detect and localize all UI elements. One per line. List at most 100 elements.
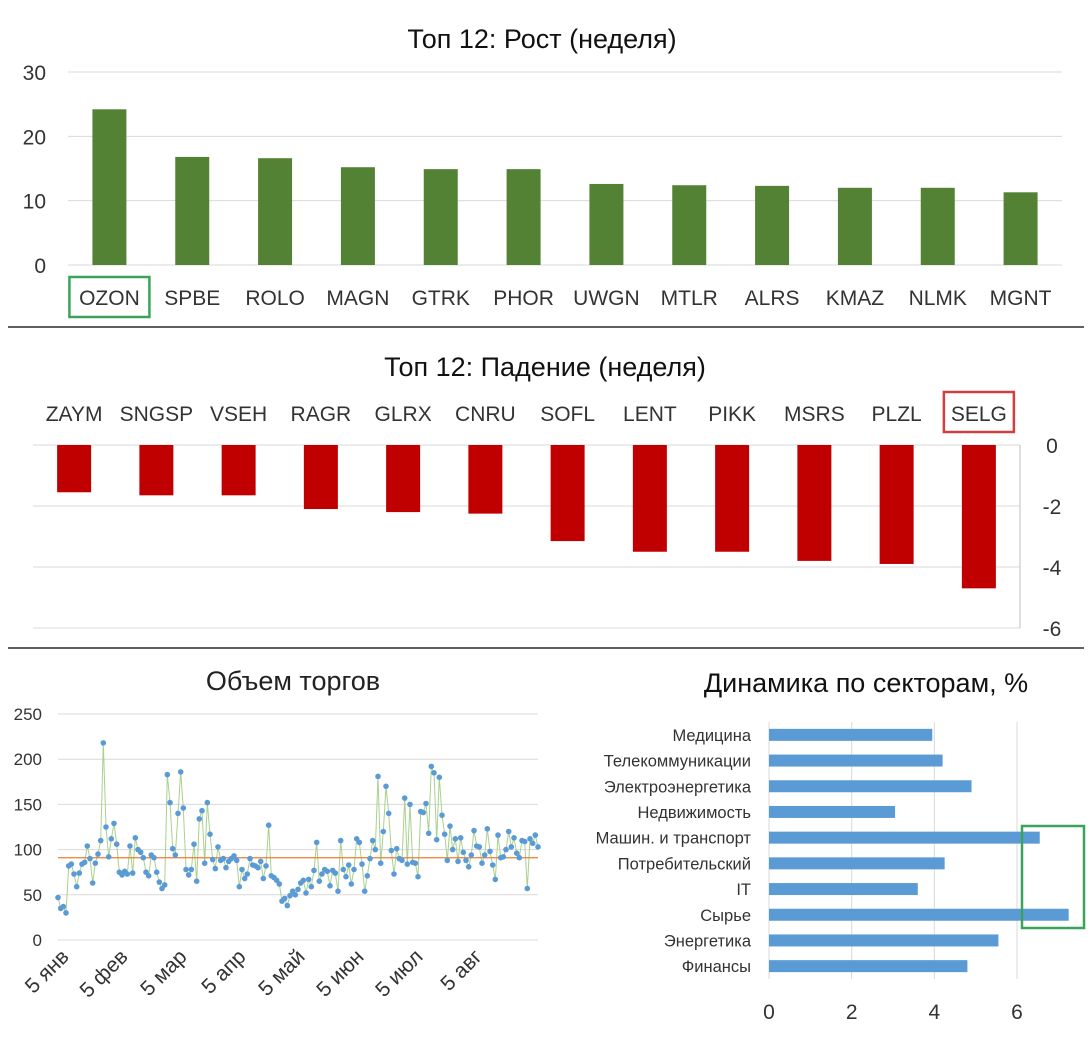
data-point [284,902,291,909]
data-point [335,888,341,894]
data-point [100,740,107,746]
data-point [265,822,272,828]
sector-bar [769,728,933,741]
data-point [287,892,293,899]
data-point [172,852,179,858]
data-point [156,879,163,885]
data-point [183,866,189,873]
data-point [177,769,184,775]
data-point [527,836,533,842]
x-tick-label: RAGR [291,403,352,426]
data-point [465,864,472,870]
data-point [428,763,435,770]
data-point [420,809,427,816]
y-tick-label: Электроэнергетика [604,778,752,796]
data-point [55,894,61,901]
bar-alrs [755,185,790,265]
data-point [303,890,309,896]
data-point [292,892,299,898]
data-point [476,844,483,850]
data-point [452,836,459,842]
data-point [81,859,88,866]
data-point [449,846,456,853]
x-tick-label: 5 мар [136,945,191,1000]
bar-kmaz [837,187,872,265]
x-tick-label: KMAZ [826,287,885,310]
data-point [60,903,67,910]
y-tick-label: -4 [1043,557,1062,580]
data-point [500,854,507,860]
y-tick-label: Медицина [672,727,751,745]
data-point [201,860,208,866]
data-point [209,856,216,863]
data-point [204,799,211,806]
decline-chart: Топ 12: Падение (неделя) 0 -2 -4 -6 ZAYM SNGS… [33,352,1062,641]
data-point [361,888,368,894]
data-point [231,853,237,859]
data-point [257,858,264,865]
data-point [468,852,475,858]
bar-zaym [57,445,92,493]
x-tick-label: 4 [928,1001,940,1024]
y-tick-label: Энергетика [664,932,752,950]
y-tick-label: -2 [1043,496,1062,519]
bar-vseh [221,445,256,496]
sector-bar [769,805,896,818]
data-point [244,871,251,877]
data-point [319,871,325,877]
data-point [151,854,157,861]
data-point [89,880,96,886]
y-tick-label: 0 [1046,435,1058,458]
bar-spbe [175,156,210,265]
sector-bar [769,960,968,973]
sector-bar [769,908,1069,921]
x-tick-label: SELG [951,403,1007,426]
data-point [167,799,173,806]
data-point [372,846,379,853]
sector-chart-title: Динамика по секторам, % [704,668,1028,698]
data-point [295,886,301,893]
x-tick-label: SNGSP [120,403,194,426]
y-tick-label: Машин. и транспорт [596,830,752,848]
y-tick-label: 30 [23,62,46,85]
data-point [516,854,523,861]
data-point [233,857,240,864]
data-point [481,852,488,858]
data-point [127,843,133,849]
x-tick-label: PHOR [493,287,554,310]
data-point [340,866,347,873]
data-point [399,857,405,864]
bar-plzl [879,445,914,564]
y-tick-label: Сырье [700,907,751,925]
data-point [105,854,112,860]
data-point [111,820,117,827]
data-point [63,910,69,916]
data-point [212,865,219,872]
x-tick-label: 5 июн [312,945,368,1001]
data-point [359,861,365,867]
bar-lent [632,445,667,552]
data-point [260,875,267,882]
data-point [343,873,349,880]
data-point [508,844,515,850]
y-tick-label: Недвижимость [637,804,751,822]
sector-bar [769,883,918,896]
data-point [185,872,192,878]
data-point [236,883,243,890]
y-tick-label: 0 [33,931,42,950]
x-tick-label: NLMK [909,287,967,310]
data-point [103,824,109,830]
data-point [455,858,461,865]
x-tick-label: CNRU [455,403,516,426]
x-tick-label: PIKK [708,403,756,426]
data-point [364,873,371,879]
data-point [524,885,531,892]
bar-phor [506,169,541,265]
data-point [145,873,152,879]
data-point [140,854,147,861]
bar-ragr [303,445,338,510]
x-tick-label: 6 [1011,1001,1023,1024]
data-point [441,831,448,837]
data-point [447,823,453,829]
